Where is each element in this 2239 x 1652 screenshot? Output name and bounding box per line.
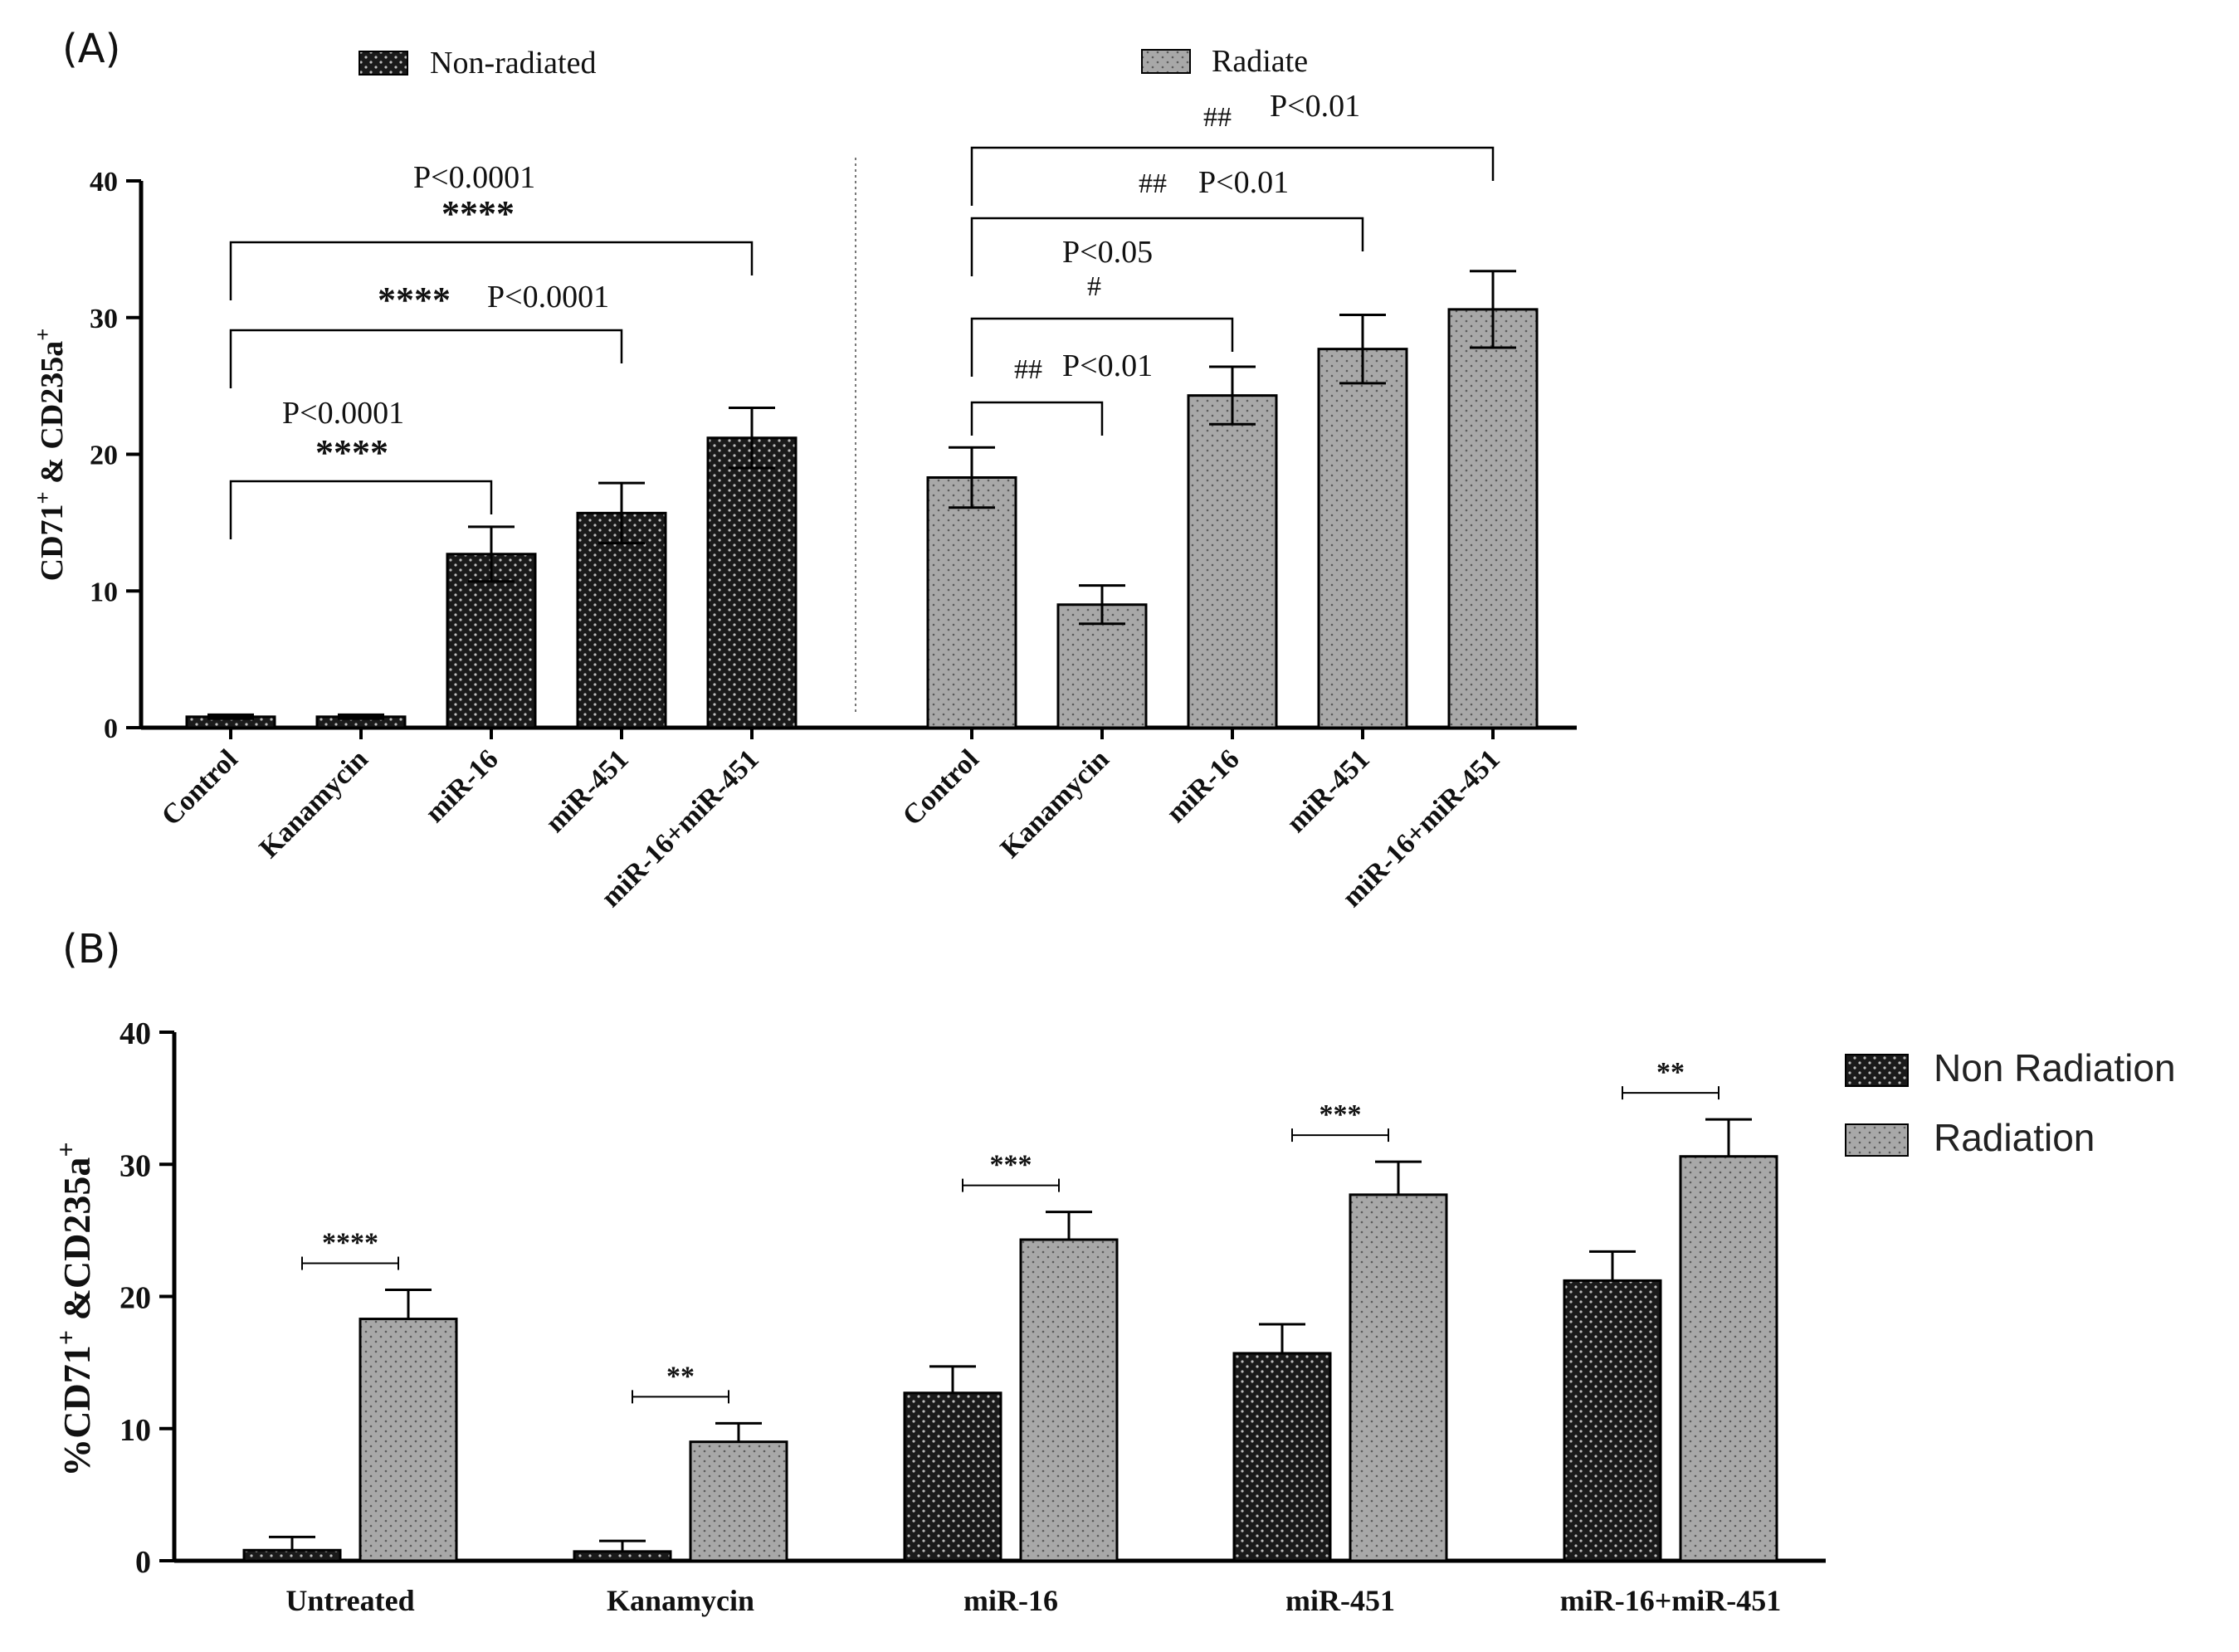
bar-non-radiation — [1232, 1352, 1332, 1562]
annotation-hash: ## — [1139, 168, 1167, 199]
significance-bracket — [229, 329, 623, 388]
annotation-hash: ## — [1203, 102, 1232, 133]
x-tick-label: Kanamycin — [995, 743, 1115, 864]
bar-non-radiated — [576, 511, 667, 729]
y-tick-label: 40 — [90, 167, 118, 197]
bar-radiate — [1056, 603, 1148, 729]
legend-label-radiation: Radiation — [1934, 1116, 2095, 1159]
x-tick-label: Control — [897, 743, 985, 831]
annotation-stars: **** — [441, 193, 515, 234]
legend-label-non-radiation: Non Radiation — [1934, 1046, 2176, 1089]
bar-radiation — [1349, 1193, 1448, 1562]
bar-non-radiation — [573, 1550, 672, 1562]
significance-stars: *** — [990, 1150, 1032, 1181]
legend-swatch-non-radiation — [1845, 1054, 1909, 1087]
panel-a-legend: Non-radiated Radiate — [359, 44, 1308, 80]
panel-b-label: (B) — [62, 926, 120, 972]
annotation-stars: **** — [315, 432, 388, 473]
x-tick-label: miR-451 — [539, 743, 634, 838]
bar-radiate — [1187, 394, 1278, 729]
annotation-p-value: P<0.01 — [1062, 348, 1153, 383]
panel-a-label: (A) — [62, 26, 120, 72]
bar-radiate — [926, 476, 1017, 729]
bar-radiate — [1317, 348, 1408, 729]
legend-label-non-radiated: Non-radiated — [430, 46, 596, 80]
legend-swatch-radiate — [1141, 49, 1191, 74]
y-tick-label: 0 — [135, 1545, 151, 1580]
annotation-p-value: P<0.05 — [1062, 235, 1153, 270]
y-tick-label: 0 — [104, 714, 118, 744]
x-tick-label: miR-16 — [419, 743, 504, 828]
bar-radiation — [689, 1440, 788, 1562]
annotation-p-value: P<0.0001 — [282, 396, 404, 431]
legend-swatch-non-radiated — [359, 51, 408, 76]
significance-stars: **** — [322, 1228, 378, 1259]
x-tick-label: miR-16+miR-451 — [1560, 1584, 1781, 1617]
significance-bracket — [970, 317, 1234, 377]
panel-b-legend: Non Radiation Radiation — [1845, 1046, 2176, 1159]
annotation-p-value: P<0.0001 — [413, 160, 535, 195]
x-tick-label: Kanamycin — [607, 1584, 754, 1617]
x-tick-label: Control — [156, 743, 244, 831]
bar-non-radiation — [1563, 1279, 1662, 1562]
x-tick-label: miR-16 — [963, 1584, 1058, 1617]
annotation-p-value: P<0.0001 — [487, 280, 609, 314]
bar-non-radiated — [706, 436, 798, 729]
legend-label-radiate: Radiate — [1212, 44, 1308, 79]
annotation-p-value: P<0.01 — [1198, 165, 1289, 200]
y-tick-label: 30 — [90, 304, 118, 334]
significance-bracket — [229, 480, 493, 539]
significance-bracket — [970, 217, 1364, 276]
y-tick-label: 20 — [90, 441, 118, 471]
y-tick-label: 30 — [120, 1148, 151, 1183]
y-tick-label: 10 — [90, 577, 118, 607]
y-tick-label: 10 — [120, 1413, 151, 1448]
significance-bracket — [229, 241, 754, 300]
bar-radiate — [1447, 308, 1539, 729]
annotation-hash: ## — [1014, 354, 1042, 385]
x-tick-label: Kanamycin — [254, 743, 374, 864]
annotation-p-value: P<0.01 — [1270, 89, 1360, 124]
bar-non-radiation — [242, 1548, 342, 1562]
annotation-hash: # — [1087, 271, 1101, 302]
x-tick-label: miR-16 — [1160, 743, 1245, 828]
significance-stars: ** — [1656, 1057, 1685, 1088]
annotation-stars: **** — [378, 280, 451, 320]
y-tick-label: 20 — [120, 1281, 151, 1316]
y-tick-label: 40 — [120, 1016, 151, 1051]
significance-bracket — [970, 401, 1104, 436]
legend-swatch-radiation — [1845, 1123, 1909, 1157]
bar-radiation — [359, 1318, 458, 1562]
y-axis-title: %CD71+ &CD235a+ — [51, 1142, 98, 1476]
bar-non-radiation — [903, 1391, 1002, 1562]
significance-bracket — [970, 146, 1495, 206]
significance-stars: *** — [1319, 1099, 1362, 1130]
bar-radiation — [1019, 1238, 1119, 1562]
y-axis-title: CD71+ & CD235a+ — [30, 329, 70, 582]
x-tick-label: miR-451 — [1285, 1584, 1395, 1617]
x-tick-label: miR-451 — [1280, 743, 1375, 838]
bar-radiation — [1679, 1155, 1778, 1562]
x-tick-label: Untreated — [285, 1584, 414, 1617]
significance-stars: ** — [666, 1361, 695, 1391]
